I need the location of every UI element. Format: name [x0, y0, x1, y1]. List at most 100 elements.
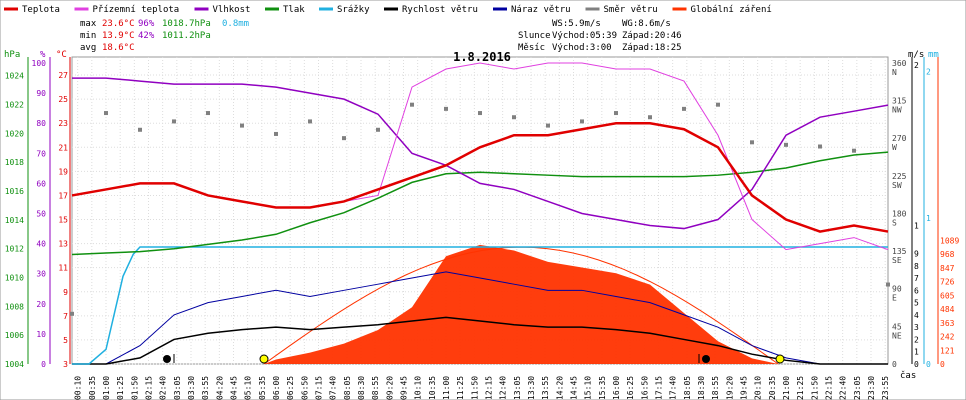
dir-tick-8: 180 — [892, 209, 907, 218]
legend-label-5: Rychlost větru — [402, 5, 478, 15]
dir-tick-10: 135 — [892, 247, 907, 256]
time-tick-9: 03:55 — [201, 376, 210, 400]
temp-tick-2: 23 — [58, 119, 68, 128]
hum-tick-1: 90 — [36, 89, 46, 98]
chart-title: 1.8.2016 — [453, 50, 511, 64]
time-tick-10: 04:20 — [215, 376, 224, 400]
rad-tick-4: 605 — [940, 291, 955, 300]
series-temperature — [71, 121, 889, 233]
time-tick-20: 08:30 — [357, 376, 366, 400]
pressure-unit: hPa — [4, 50, 20, 60]
dir-tick-11: SE — [892, 256, 902, 265]
time-tick-26: 11:00 — [442, 376, 451, 400]
press-tick-2: 1020 — [5, 129, 24, 138]
temp-tick-3: 21 — [58, 143, 68, 152]
wind-tick-8: 3 — [914, 323, 919, 332]
astro-sun-set: Západ:20:46 — [622, 31, 682, 41]
time-tick-25: 10:35 — [428, 376, 437, 400]
rain-tick-2: 0 — [926, 360, 931, 369]
astro-block: WS:5.9m/s WG:8.6m/s Slunce Východ:05:39 … — [518, 19, 682, 53]
press-tick-1: 1022 — [5, 101, 24, 110]
press-tick-3: 1018 — [5, 158, 24, 167]
wind-tick-1: 1 — [914, 222, 919, 231]
time-tick-32: 13:30 — [527, 376, 536, 400]
time-tick-39: 16:25 — [626, 376, 635, 400]
time-tick-12: 05:10 — [244, 376, 253, 400]
press-tick-8: 1008 — [5, 302, 24, 311]
rad-tick-7: 242 — [940, 333, 955, 342]
time-tick-5: 02:15 — [145, 376, 154, 400]
time-tick-46: 19:20 — [725, 376, 734, 400]
hum-tick-3: 70 — [36, 149, 46, 158]
time-tick-21: 08:55 — [371, 376, 380, 400]
sunset-icon — [775, 354, 785, 364]
stat-avg-temp: 18.6°C — [102, 43, 135, 53]
stat-min-hum: 42% — [138, 31, 155, 41]
legend-label-4: Srážky — [337, 5, 370, 15]
wind-direction-point-12 — [478, 111, 482, 116]
temp-tick-11: 5 — [63, 336, 68, 345]
stat-min-label: min — [80, 31, 96, 41]
time-tick-4: 01:50 — [130, 376, 139, 400]
stat-min-temp: 13.9°C — [102, 31, 135, 41]
dir-tick-13: E — [892, 294, 897, 303]
time-tick-7: 03:05 — [173, 376, 182, 400]
rad-tick-9: 0 — [940, 360, 945, 369]
wind-direction-point-16 — [614, 111, 618, 116]
hum-tick-9: 10 — [36, 330, 46, 339]
rain-tick-1: 1 — [926, 214, 931, 223]
temp-tick-12: 3 — [63, 360, 68, 369]
wind-direction-point-9 — [376, 127, 380, 132]
wind-tick-2: 9 — [914, 249, 919, 258]
time-tick-16: 06:50 — [300, 376, 309, 400]
time-tick-28: 11:50 — [470, 376, 479, 400]
hum-tick-4: 60 — [36, 179, 46, 188]
time-tick-57: 23:55 — [881, 376, 890, 400]
time-tick-13: 05:35 — [258, 376, 267, 400]
wind-direction-point-0 — [70, 311, 74, 316]
press-tick-9: 1006 — [5, 331, 24, 340]
time-tick-30: 12:40 — [499, 376, 508, 400]
moon-rise-icon — [163, 355, 171, 363]
dir-tick-7: SW — [892, 181, 902, 190]
time-tick-43: 18:05 — [683, 376, 692, 400]
astro-moon-set: Západ:18:25 — [622, 43, 682, 53]
temp-tick-1: 25 — [58, 95, 68, 104]
astro-sun-rise: Východ:05:39 — [552, 31, 617, 41]
series-radiation-area — [264, 244, 779, 364]
temperature-unit: °C — [56, 50, 67, 60]
sunrise-icon — [259, 354, 269, 364]
time-tick-33: 13:55 — [541, 376, 550, 400]
time-tick-41: 17:15 — [655, 376, 664, 400]
rad-tick-6: 363 — [940, 319, 955, 328]
rad-tick-2: 847 — [940, 264, 955, 273]
wind-direction-point-18 — [682, 106, 686, 111]
series-humidity — [72, 77, 889, 230]
moon-set-icon — [702, 355, 710, 363]
time-tick-52: 21:50 — [810, 376, 819, 400]
dir-tick-6: 225 — [892, 172, 907, 181]
wind-tick-4: 7 — [914, 274, 919, 283]
rad-tick-8: 121 — [940, 346, 955, 355]
dir-tick-4: 270 — [892, 134, 907, 143]
stat-avg-label: avg — [80, 43, 96, 53]
time-tick-6: 02:40 — [159, 376, 168, 400]
time-tick-17: 07:15 — [315, 376, 324, 400]
press-tick-4: 1016 — [5, 187, 24, 196]
time-tick-2: 01:00 — [102, 376, 111, 400]
time-tick-19: 08:05 — [343, 376, 352, 400]
x-axis-label: čas — [900, 370, 916, 381]
wind-direction-point-19 — [716, 102, 720, 107]
hum-tick-2: 80 — [36, 119, 46, 128]
wind-direction-point-4 — [206, 111, 210, 116]
wind-direction-point-10 — [410, 102, 414, 107]
humidity-unit: % — [40, 50, 46, 60]
rad-tick-1: 968 — [940, 250, 955, 259]
astro-moon-rise: Východ:3:00 — [552, 43, 612, 53]
press-tick-5: 1014 — [5, 216, 24, 225]
press-tick-6: 1012 — [5, 245, 24, 254]
rad-tick-5: 484 — [940, 305, 955, 314]
time-tick-22: 09:20 — [385, 376, 394, 400]
time-tick-1: 00:35 — [88, 376, 97, 400]
legend-label-1: Přízemní teplota — [93, 5, 180, 15]
